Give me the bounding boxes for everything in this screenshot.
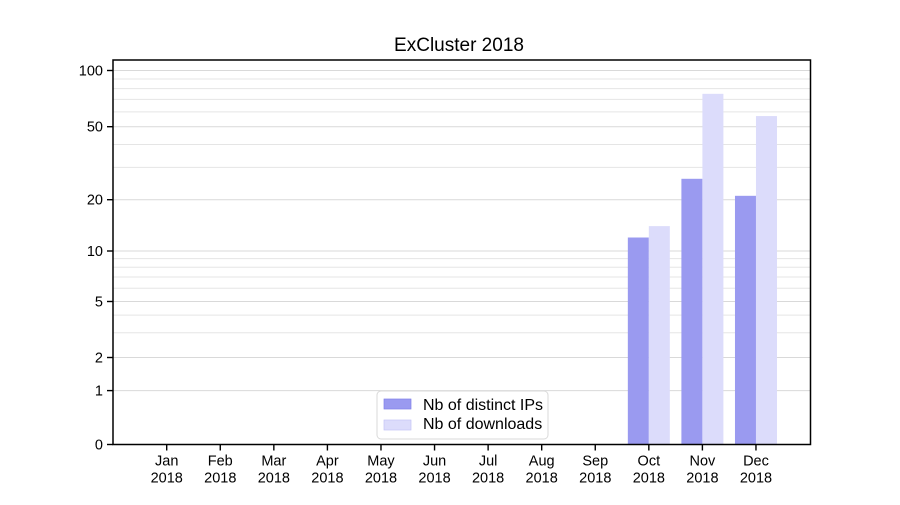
svg-text:2018: 2018	[258, 471, 290, 487]
svg-text:ExCluster 2018: ExCluster 2018	[394, 35, 524, 56]
svg-text:Apr: Apr	[316, 454, 339, 470]
svg-text:5: 5	[95, 295, 103, 311]
svg-text:Sep: Sep	[582, 454, 608, 470]
svg-text:Jul: Jul	[479, 454, 498, 470]
svg-text:Nb of distinct IPs: Nb of distinct IPs	[423, 397, 543, 414]
svg-text:May: May	[367, 454, 395, 470]
svg-text:2: 2	[95, 351, 103, 367]
svg-text:2018: 2018	[204, 471, 236, 487]
svg-text:2018: 2018	[472, 471, 504, 487]
svg-text:50: 50	[87, 120, 103, 136]
svg-text:2018: 2018	[633, 471, 665, 487]
svg-text:Dec: Dec	[743, 454, 769, 470]
svg-text:2018: 2018	[151, 471, 183, 487]
svg-text:2018: 2018	[579, 471, 611, 487]
svg-text:2018: 2018	[365, 471, 397, 487]
svg-text:Aug: Aug	[529, 454, 555, 470]
svg-text:2018: 2018	[311, 471, 343, 487]
svg-text:Mar: Mar	[261, 454, 286, 470]
svg-text:Jan: Jan	[155, 454, 178, 470]
svg-text:Feb: Feb	[208, 454, 233, 470]
svg-text:2018: 2018	[526, 471, 558, 487]
svg-text:2018: 2018	[686, 471, 718, 487]
svg-text:Oct: Oct	[638, 454, 661, 470]
svg-text:0: 0	[95, 438, 103, 454]
svg-text:2018: 2018	[418, 471, 450, 487]
svg-text:1: 1	[95, 384, 103, 400]
svg-text:Nb of downloads: Nb of downloads	[423, 416, 542, 433]
svg-text:100: 100	[79, 64, 103, 80]
svg-text:Jun: Jun	[423, 454, 446, 470]
svg-text:Nov: Nov	[690, 454, 717, 470]
svg-text:10: 10	[87, 244, 103, 260]
svg-text:20: 20	[87, 193, 103, 209]
svg-text:2018: 2018	[740, 471, 772, 487]
